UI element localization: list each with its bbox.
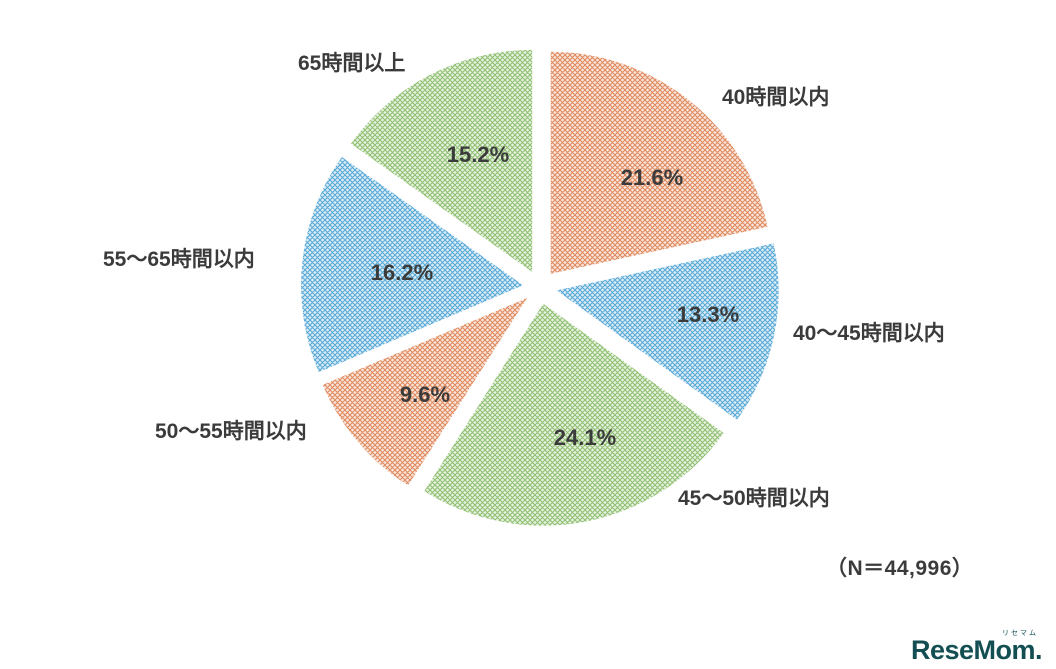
resemom-logo-kana: リセマム (1002, 630, 1038, 637)
resemom-logo-text: ReseMom. (910, 635, 1043, 665)
pie-slice-5 (351, 49, 533, 272)
category-label-5: 65時間以上 (298, 51, 405, 75)
pie-slice-2 (424, 303, 724, 526)
percent-label-0: 21.6% (621, 165, 683, 190)
percent-label-2: 24.1% (554, 425, 616, 450)
resemom-logo: リセマム ReseMom. (910, 630, 1043, 665)
category-label-2: 45〜50時間以内 (678, 486, 830, 510)
percent-label-4: 16.2% (371, 260, 433, 285)
category-label-1: 40〜45時間以内 (793, 321, 945, 345)
sample-size-label: （N＝44,996） (826, 557, 974, 580)
percent-label-3: 9.6% (400, 382, 450, 407)
category-label-0: 40時間以内 (722, 85, 829, 109)
pie-slice-4 (301, 157, 524, 373)
pie-slice-3 (322, 298, 527, 486)
category-label-3: 50〜55時間以内 (155, 419, 307, 443)
pie-slice-1 (556, 243, 779, 420)
percent-label-1: 13.3% (677, 302, 739, 327)
percent-label-5: 15.2% (447, 142, 509, 167)
category-label-4: 55〜65時間以内 (103, 247, 255, 271)
pie-slice-0 (550, 51, 768, 274)
